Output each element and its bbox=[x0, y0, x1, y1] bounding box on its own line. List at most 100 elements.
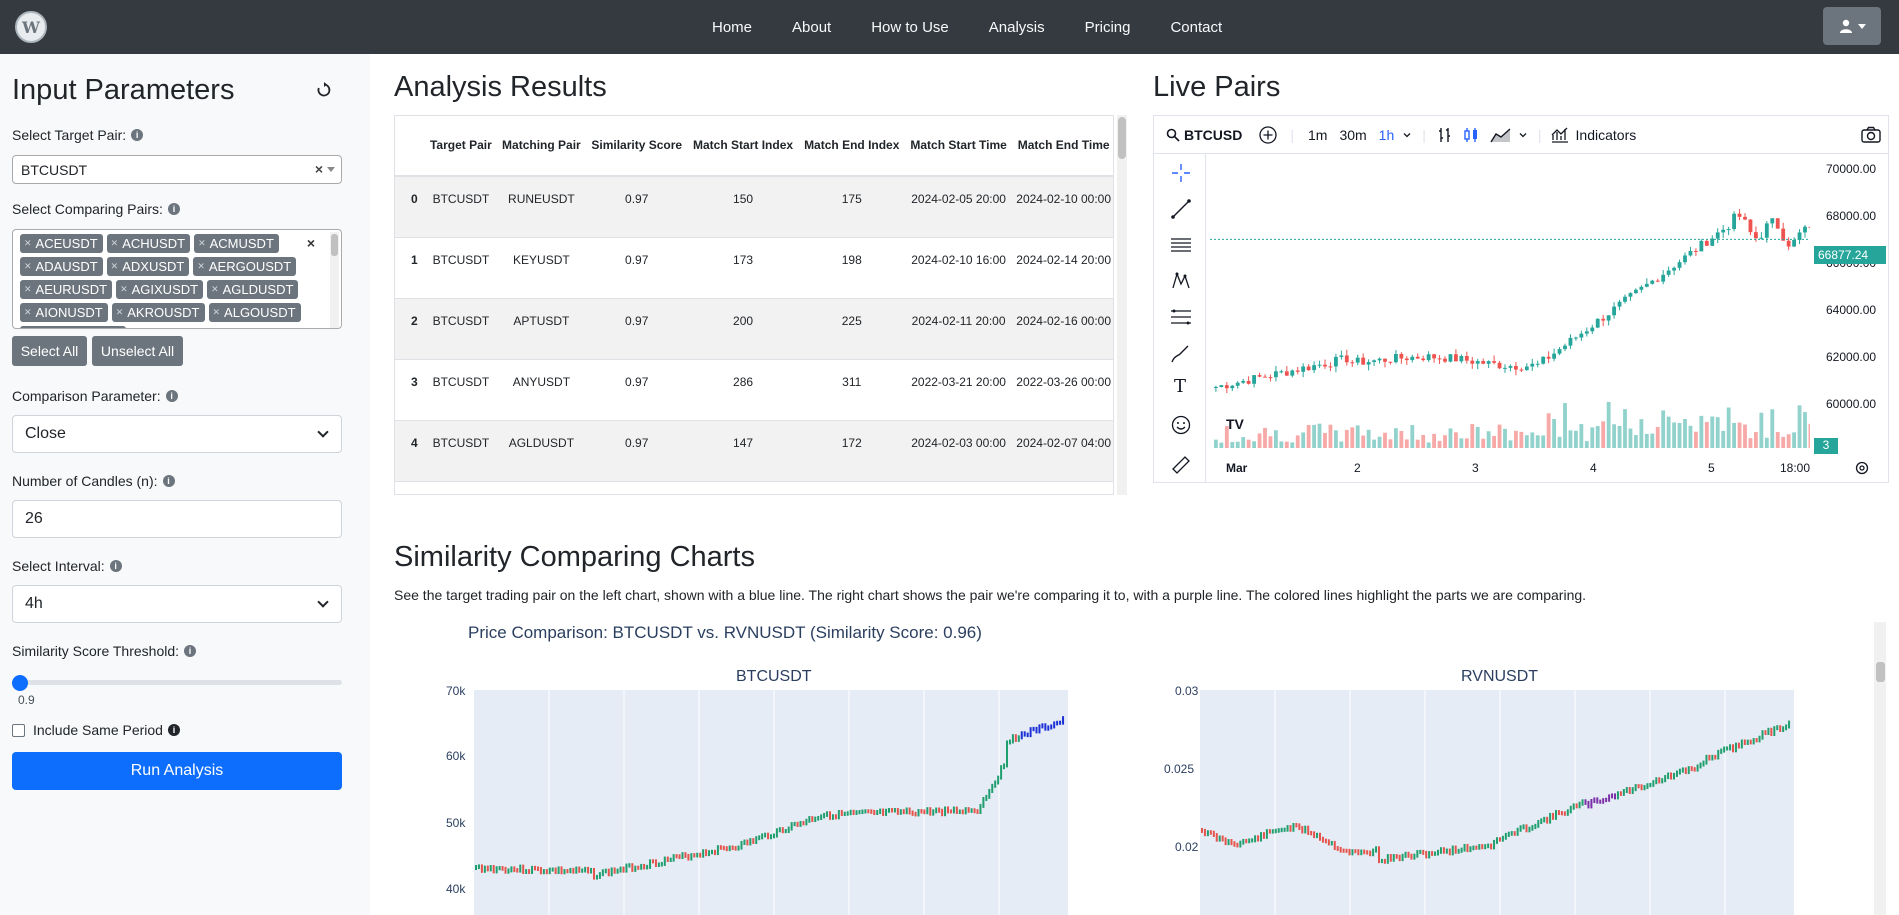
candle bbox=[1721, 229, 1726, 233]
candles-icon[interactable] bbox=[1462, 126, 1480, 144]
nav-how-to-use[interactable]: How to Use bbox=[871, 18, 949, 36]
column-header[interactable]: Match End Index bbox=[798, 116, 905, 177]
remove-chip-icon[interactable]: ✕ bbox=[115, 307, 124, 317]
info-icon[interactable]: i bbox=[167, 724, 180, 736]
interval-1h[interactable]: 1h bbox=[1378, 126, 1395, 143]
column-header[interactable] bbox=[395, 116, 425, 177]
info-icon[interactable]: i bbox=[167, 203, 180, 215]
volume-bar bbox=[1661, 410, 1666, 448]
reset-icon[interactable] bbox=[316, 82, 332, 103]
clear-all-icon[interactable]: × bbox=[306, 235, 315, 251]
nav-analysis[interactable]: Analysis bbox=[988, 18, 1045, 36]
pattern-icon[interactable] bbox=[1170, 270, 1192, 292]
interval-30m[interactable]: 30m bbox=[1339, 126, 1367, 143]
bar-chart-icon[interactable] bbox=[1436, 126, 1454, 144]
ruler-icon[interactable] bbox=[1170, 454, 1192, 476]
nav-contact[interactable]: Contact bbox=[1170, 18, 1223, 36]
left-price-chart[interactable] bbox=[474, 690, 1068, 915]
camera-icon[interactable] bbox=[1860, 125, 1882, 145]
column-header[interactable]: Match Start Time bbox=[904, 116, 1013, 177]
nav-home[interactable]: Home bbox=[712, 18, 753, 36]
remove-chip-icon[interactable]: ✕ bbox=[120, 284, 128, 294]
volume-bar bbox=[1584, 441, 1589, 448]
brush-icon[interactable] bbox=[1170, 342, 1192, 364]
volume-bar bbox=[1715, 417, 1720, 448]
plot-scrollbar[interactable] bbox=[1874, 622, 1886, 915]
nav-about[interactable]: About bbox=[792, 18, 832, 36]
emoji-icon[interactable] bbox=[1170, 414, 1192, 436]
column-header[interactable]: Similarity Score bbox=[585, 116, 688, 177]
comparing-pairs-select[interactable]: ✕ ACEUSDT ✕ ACHUSDT ✕ ACMUSDT ✕ ADAUSDT ✕ ADXUSDT… bbox=[12, 229, 342, 329]
nav-pricing[interactable]: Pricing bbox=[1084, 18, 1131, 36]
settings-icon[interactable] bbox=[1854, 460, 1870, 476]
tv-symbol[interactable]: BTCUSD bbox=[1184, 126, 1243, 143]
candle bbox=[1792, 239, 1796, 247]
chevron-down-icon[interactable] bbox=[1518, 130, 1528, 140]
remove-chip-icon[interactable]: ✕ bbox=[24, 261, 32, 271]
right-price-chart[interactable] bbox=[1200, 690, 1794, 915]
selected-pair-chip[interactable]: ✕ ACMUSDT bbox=[194, 234, 279, 253]
info-icon[interactable]: i bbox=[162, 475, 175, 487]
remove-chip-icon[interactable]: ✕ bbox=[24, 284, 32, 294]
crosshair-icon[interactable] bbox=[1170, 162, 1192, 184]
selected-pair-chip[interactable]: ✕ AIONUSDT bbox=[20, 303, 108, 322]
remove-chip-icon[interactable]: ✕ bbox=[110, 261, 119, 271]
table-cell: 175 bbox=[798, 176, 905, 238]
selected-pair-chip[interactable]: ✕ AKROUSDT bbox=[111, 303, 205, 322]
interval-select[interactable]: 4h bbox=[12, 585, 342, 623]
logo[interactable]: W bbox=[15, 11, 47, 43]
search-icon[interactable] bbox=[1166, 128, 1180, 142]
volume-bar bbox=[1497, 424, 1502, 448]
unselect-all-button[interactable]: Unselect All bbox=[92, 336, 183, 366]
select-all-button[interactable]: Select All bbox=[12, 336, 87, 366]
fib-icon[interactable] bbox=[1170, 306, 1192, 328]
remove-chip-icon[interactable]: ✕ bbox=[197, 261, 205, 271]
include-same-period-checkbox[interactable] bbox=[12, 724, 25, 737]
selected-pair-chip[interactable]: ✕ ALGOUSDT bbox=[208, 303, 301, 322]
interval-1m[interactable]: 1m bbox=[1307, 126, 1328, 143]
selected-pair-chip[interactable]: ✕ AERGOUSDT bbox=[193, 257, 297, 276]
threshold-slider-thumb[interactable] bbox=[12, 675, 28, 691]
selected-pair-chip[interactable]: ✕ AGIXUSDT bbox=[116, 280, 204, 299]
clear-icon[interactable]: × bbox=[314, 161, 323, 177]
horizontal-lines-icon[interactable] bbox=[1170, 234, 1192, 256]
remove-chip-icon[interactable]: ✕ bbox=[110, 238, 119, 248]
indicators-icon[interactable] bbox=[1550, 126, 1570, 144]
info-icon[interactable]: i bbox=[131, 129, 144, 141]
threshold-slider-track[interactable] bbox=[12, 680, 342, 685]
column-header[interactable]: Match End Time bbox=[1012, 116, 1113, 177]
info-icon[interactable]: i bbox=[109, 560, 122, 572]
comparison-parameter-select[interactable]: Close bbox=[12, 415, 342, 453]
live-candlestick-chart[interactable] bbox=[1210, 158, 1810, 458]
trend-line-icon[interactable] bbox=[1170, 198, 1192, 220]
selected-pair-chip[interactable]: ✕ ACEUSDT bbox=[20, 234, 103, 253]
scrollbar[interactable] bbox=[330, 232, 339, 328]
remove-chip-icon[interactable]: ✕ bbox=[24, 238, 32, 248]
column-header[interactable]: Match Start Index bbox=[687, 116, 799, 177]
selected-pair-chip[interactable]: ✕ AEURUSDT bbox=[20, 280, 113, 299]
column-header[interactable]: Matching Pair bbox=[496, 116, 586, 177]
add-symbol-icon[interactable] bbox=[1258, 125, 1278, 145]
info-icon[interactable]: i bbox=[165, 390, 178, 402]
chevron-down-icon[interactable] bbox=[1402, 130, 1412, 140]
remove-chip-icon[interactable]: ✕ bbox=[211, 284, 219, 294]
selected-pair-chip[interactable]: ✕ ADXUSDT bbox=[106, 257, 190, 276]
remove-chip-icon[interactable]: ✕ bbox=[198, 238, 206, 248]
selected-pair-chip[interactable]: ✕ ACHUSDT bbox=[106, 234, 191, 253]
table-scrollbar[interactable] bbox=[1117, 115, 1127, 495]
selected-pair-chip[interactable]: ✕ AGLDUSDT bbox=[207, 280, 299, 299]
selected-pair-chip[interactable]: ✕ALPACAUSDT bbox=[20, 326, 127, 328]
table-cell: 2024-02-10 00:00 bbox=[1012, 176, 1113, 238]
info-icon[interactable]: i bbox=[184, 645, 197, 657]
area-chart-icon[interactable] bbox=[1490, 126, 1512, 144]
indicators-button[interactable]: Indicators bbox=[1575, 126, 1637, 143]
remove-chip-icon[interactable]: ✕ bbox=[212, 307, 221, 317]
remove-chip-icon[interactable]: ✕ bbox=[24, 307, 32, 317]
text-tool-icon[interactable]: T bbox=[1174, 376, 1187, 397]
run-analysis-button[interactable]: Run Analysis bbox=[12, 752, 342, 790]
column-header[interactable]: Target Pair bbox=[425, 116, 497, 177]
user-menu-button[interactable] bbox=[1823, 7, 1881, 45]
selected-pair-chip[interactable]: ✕ ADAUSDT bbox=[20, 257, 103, 276]
num-candles-input[interactable]: 26 bbox=[12, 500, 342, 538]
target-pair-select[interactable]: BTCUSDT × bbox=[12, 155, 342, 184]
